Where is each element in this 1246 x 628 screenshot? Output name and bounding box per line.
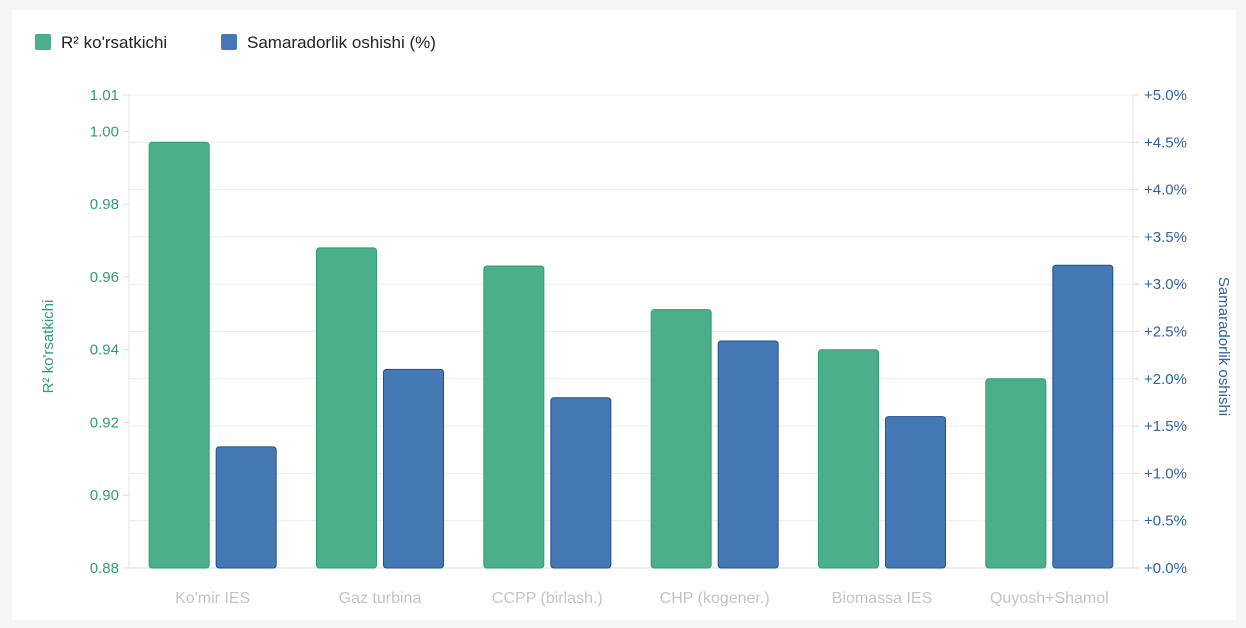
left-tick-label: 1.00: [90, 123, 119, 140]
left-axis-title: R² ko'rsatkichi: [40, 300, 57, 394]
x-tick-label: Gaz turbina: [339, 590, 422, 607]
r2-bar: [148, 141, 210, 569]
left-tick-label: 0.92: [90, 414, 119, 431]
right-tick-label: +3.0%: [1144, 276, 1187, 293]
legend-label-efficiency: Samaradorlik oshishi (%): [247, 33, 436, 52]
left-tick-label: 0.94: [90, 342, 119, 359]
right-tick-label: +4.5%: [1144, 134, 1187, 151]
r2-bar: [316, 247, 377, 569]
chart-card: 0.88 0.90 0.92 0.94 0.96 0.98 1.00 1.01 +0.0% +0.…: [12, 10, 1236, 620]
r2-bar: [985, 378, 1047, 569]
right-tick-label: +3.5%: [1144, 229, 1187, 246]
left-tick-label: 0.98: [90, 196, 119, 213]
right-tick-label: +1.5%: [1144, 418, 1187, 435]
r2-bar: [818, 349, 879, 569]
efficiency-bar: [1052, 264, 1114, 569]
efficiency-bar: [885, 416, 946, 569]
left-tick-label: 0.90: [90, 487, 119, 504]
right-tick-label: +4.0%: [1144, 182, 1187, 199]
left-tick-label: 0.88: [90, 560, 119, 577]
r2-bar: [483, 265, 545, 569]
x-tick-label: Ko'mir IES: [175, 590, 250, 607]
right-tick-label: +0.0%: [1144, 560, 1187, 577]
legend-swatch-r2: [35, 34, 51, 50]
legend-label-r2: R² ko'rsatkichi: [61, 33, 167, 52]
x-tick-label: Biomassa IES: [832, 590, 932, 607]
left-tick-label: 1.01: [90, 87, 119, 104]
efficiency-bar: [383, 368, 444, 569]
left-tick-label: 0.96: [90, 269, 119, 286]
x-tick-label: Quyosh+Shamol: [990, 590, 1109, 607]
right-tick-label: +2.5%: [1144, 324, 1187, 341]
chart-svg: 0.88 0.90 0.92 0.94 0.96 0.98 1.00 1.01 +0.0% +0.…: [35, 33, 1232, 607]
right-tick-label: +0.5%: [1144, 513, 1187, 530]
legend-swatch-efficiency: [221, 34, 237, 50]
efficiency-bar: [717, 340, 779, 569]
right-tick-label: +1.0%: [1144, 465, 1187, 482]
right-axis-title: Samaradorlik oshishi: [1215, 277, 1232, 416]
right-tick-label: +2.0%: [1144, 371, 1187, 388]
r2-bar: [650, 309, 712, 569]
x-tick-label: CCPP (birlash.): [492, 590, 603, 607]
right-tick-label: +5.0%: [1144, 87, 1187, 104]
efficiency-bar: [215, 446, 277, 569]
efficiency-bar: [550, 397, 612, 569]
x-tick-label: CHP (kogener.): [660, 590, 770, 607]
